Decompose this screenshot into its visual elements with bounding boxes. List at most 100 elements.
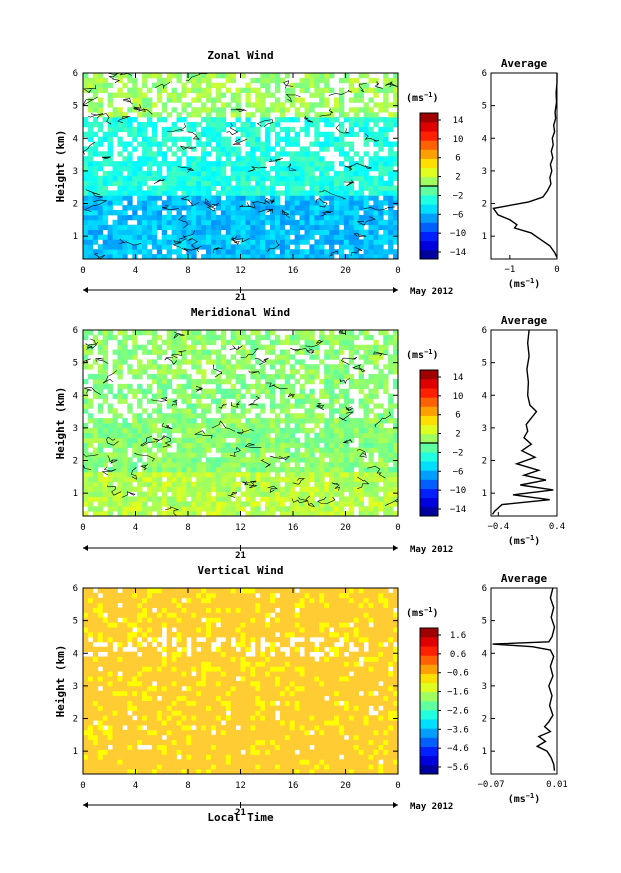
heatmap-cell bbox=[206, 112, 212, 118]
heatmap-cell bbox=[289, 418, 296, 424]
heatmap-cell bbox=[324, 180, 330, 186]
heatmap-cell bbox=[83, 393, 89, 399]
heatmap-cell bbox=[270, 126, 276, 133]
heatmap-cell bbox=[142, 190, 148, 196]
heatmap-cell bbox=[156, 671, 163, 677]
heatmap-cell bbox=[146, 388, 153, 395]
heatmap-cell bbox=[97, 151, 104, 157]
heatmap-cell bbox=[117, 423, 123, 429]
heatmap-cell bbox=[171, 700, 177, 706]
heatmap-cell bbox=[97, 344, 104, 350]
heatmap-cell bbox=[220, 388, 227, 395]
heatmap-cell bbox=[196, 73, 202, 79]
heatmap-cell bbox=[260, 141, 266, 147]
heatmap-cell bbox=[166, 656, 172, 662]
heatmap-cell bbox=[176, 408, 182, 414]
heatmap-cell bbox=[186, 666, 192, 672]
heatmap-cell bbox=[274, 471, 281, 478]
heatmap-cell bbox=[329, 239, 335, 245]
heatmap-cell bbox=[373, 161, 379, 167]
heatmap-cell bbox=[324, 112, 330, 118]
heatmap-cell bbox=[166, 131, 172, 138]
heatmap-cell bbox=[137, 491, 143, 497]
heatmap-cell bbox=[329, 481, 335, 488]
heatmap-cell bbox=[156, 447, 163, 453]
heatmap-cell bbox=[260, 77, 266, 84]
heatmap-cell bbox=[146, 739, 153, 746]
heatmap-cell bbox=[309, 219, 315, 226]
heatmap-cell bbox=[146, 170, 153, 177]
heatmap-cell bbox=[166, 734, 172, 741]
heatmap-cell bbox=[137, 715, 143, 721]
heatmap-cell bbox=[279, 349, 286, 355]
heatmap-cell bbox=[255, 170, 261, 177]
heatmap-cell bbox=[289, 339, 296, 346]
heatmap-cell bbox=[186, 739, 192, 746]
heatmap-cell bbox=[206, 234, 212, 240]
heatmap-cell bbox=[151, 141, 158, 147]
heatmap-cell bbox=[215, 249, 222, 255]
heatmap-cell bbox=[181, 369, 187, 375]
heatmap-cell bbox=[225, 102, 232, 108]
heatmap-cell bbox=[201, 117, 207, 123]
heatmap-cell bbox=[132, 146, 138, 152]
heatmap-cell bbox=[92, 685, 99, 692]
heatmap-cell bbox=[255, 131, 261, 138]
heatmap-cell bbox=[245, 175, 251, 182]
heatmap-cell bbox=[156, 117, 163, 123]
heatmap-cell bbox=[176, 622, 182, 628]
heatmap-cell bbox=[388, 156, 394, 162]
heatmap-cell bbox=[112, 588, 118, 594]
heatmap-cell bbox=[117, 496, 123, 502]
heatmap-cell bbox=[171, 666, 177, 672]
heatmap-cell bbox=[393, 378, 399, 385]
heatmap-cell bbox=[378, 403, 384, 409]
heatmap-cell bbox=[383, 239, 389, 245]
heatmap-cell bbox=[210, 427, 217, 434]
heatmap-cell bbox=[329, 511, 335, 517]
heatmap-cell bbox=[146, 224, 153, 231]
heatmap-cell bbox=[83, 408, 89, 414]
heatmap-cell bbox=[319, 234, 325, 240]
heatmap-cell bbox=[245, 185, 251, 191]
heatmap-cell bbox=[171, 175, 177, 182]
heatmap-cell bbox=[171, 214, 177, 221]
heatmap-cell bbox=[265, 136, 271, 142]
heatmap-cell bbox=[107, 254, 113, 260]
heatmap-cell bbox=[274, 214, 281, 221]
heatmap-cell bbox=[338, 151, 345, 157]
heatmap-cell bbox=[353, 166, 360, 172]
heatmap-cell bbox=[274, 175, 281, 182]
heatmap-cell bbox=[161, 77, 168, 84]
heatmap-cell bbox=[279, 339, 286, 346]
heatmap-cell bbox=[255, 491, 261, 497]
heatmap-cell bbox=[112, 180, 118, 186]
heatmap-cell bbox=[329, 462, 335, 468]
heatmap-cell bbox=[329, 244, 335, 250]
heatmap-cell bbox=[383, 388, 389, 395]
heatmap-cell bbox=[235, 398, 241, 404]
heatmap-cell bbox=[151, 476, 158, 483]
heatmap-cell bbox=[250, 146, 256, 152]
heatmap-cell bbox=[373, 442, 379, 448]
heatmap-cell bbox=[112, 447, 118, 453]
heatmap-cell bbox=[83, 511, 89, 517]
heatmap-cell bbox=[87, 170, 94, 177]
heatmap-cell bbox=[220, 447, 227, 453]
heatmap-cell bbox=[240, 224, 246, 231]
heatmap-cell bbox=[176, 617, 182, 623]
heatmap-cell bbox=[363, 413, 369, 419]
heatmap-cell bbox=[122, 681, 128, 687]
heatmap-cell bbox=[83, 437, 89, 443]
heatmap-cell bbox=[161, 161, 168, 167]
heatmap-cell bbox=[176, 720, 182, 726]
heatmap-cell bbox=[279, 476, 286, 483]
heatmap-cell bbox=[122, 734, 128, 741]
heatmap-cell bbox=[206, 214, 212, 221]
heatmap-cell bbox=[142, 588, 148, 594]
heatmap-cell bbox=[260, 427, 266, 434]
contour-line bbox=[331, 482, 340, 491]
contour-line bbox=[203, 202, 220, 212]
heatmap-cell bbox=[324, 427, 330, 434]
heatmap-cell bbox=[338, 107, 345, 113]
